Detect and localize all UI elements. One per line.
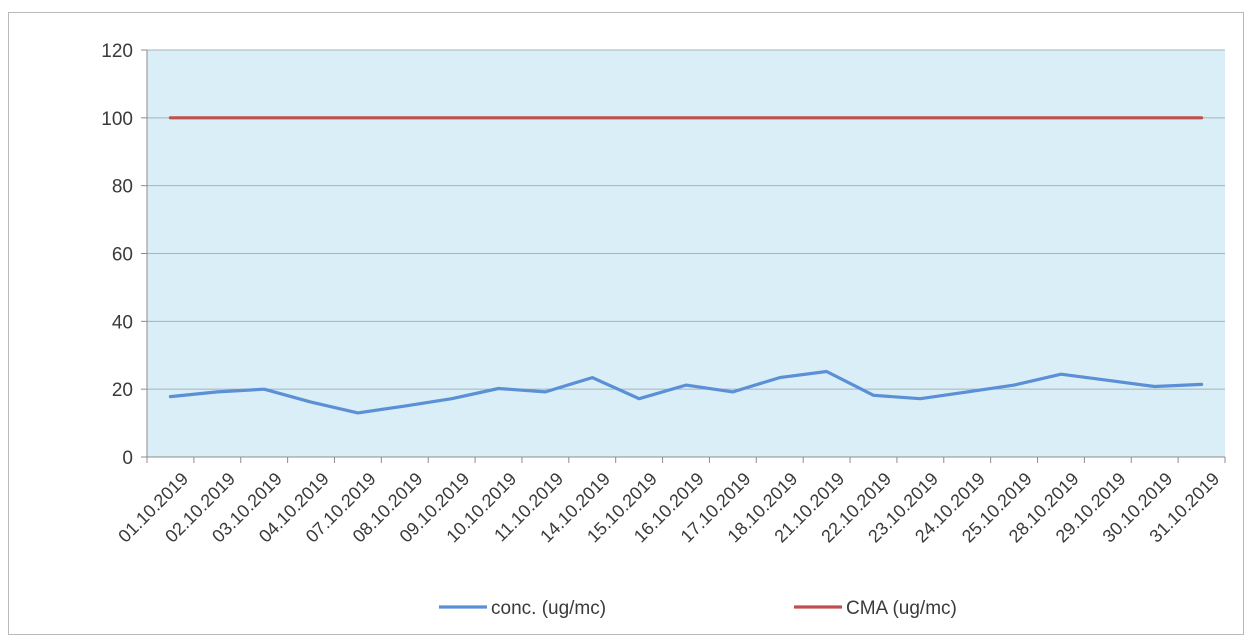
y-tick-label: 60 [112, 245, 133, 266]
y-tick-label: 40 [112, 312, 133, 333]
series-line-conc [168, 369, 1204, 415]
legend-label: conc. (ug/mc) [491, 598, 606, 619]
y-tick-label: 100 [101, 109, 133, 130]
y-axis-ticks: 0 20 40 60 80 100 120 [101, 41, 147, 469]
chart-frame: 0 20 40 60 80 100 120 01.10.2019 02.10.2019 03.1… [8, 12, 1244, 635]
y-tick-label: 0 [122, 448, 133, 469]
line-chart: 0 20 40 60 80 100 120 01.10.201902.10.201903.1… [101, 41, 1226, 619]
legend: conc. (ug/mc) CMA (ug/mc) [439, 598, 957, 619]
x-axis-ticks: 01.10.201902.10.201903.10.201904.10.2019… [114, 457, 1226, 546]
y-tick-label: 80 [112, 177, 133, 198]
series-lines [168, 116, 1204, 415]
y-tick-label: 20 [112, 380, 133, 401]
gridlines [147, 49, 1225, 390]
y-tick-label: 120 [101, 41, 133, 62]
legend-label: CMA (ug/mc) [846, 598, 957, 619]
